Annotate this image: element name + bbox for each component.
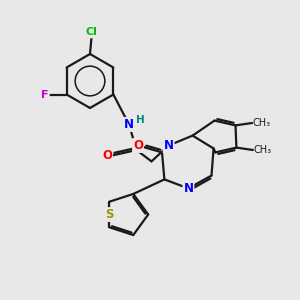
Text: N: N [183, 182, 194, 195]
Text: N: N [124, 118, 134, 131]
Text: O: O [133, 139, 143, 152]
Text: CH₃: CH₃ [254, 145, 272, 155]
Text: CH₃: CH₃ [253, 118, 271, 128]
Text: Cl: Cl [85, 27, 98, 38]
Text: O: O [102, 149, 112, 163]
Text: S: S [105, 208, 113, 221]
Text: H: H [136, 115, 145, 125]
Text: N: N [164, 139, 174, 152]
Text: F: F [41, 89, 49, 100]
